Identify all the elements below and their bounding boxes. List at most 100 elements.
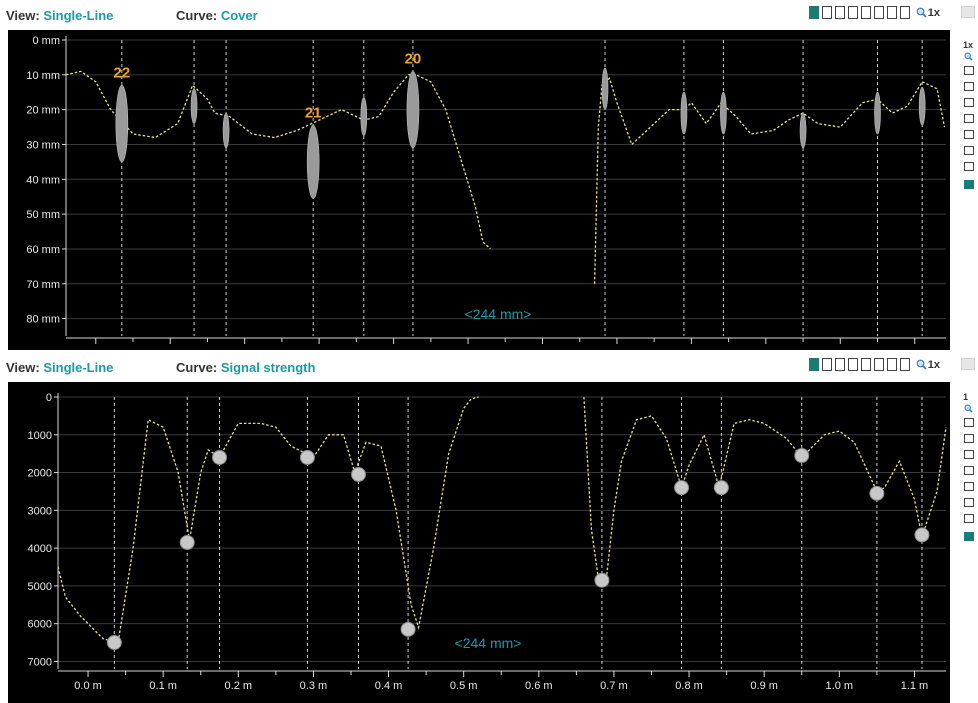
y-tick-label: 3000 xyxy=(28,505,52,517)
side-zoom-factor: 1 xyxy=(963,392,969,402)
y-tick-label: 2000 xyxy=(28,468,52,480)
rebar-marker xyxy=(406,71,420,149)
y-tick-label: 30 mm xyxy=(26,139,60,151)
zoom-level-box[interactable] xyxy=(899,6,910,19)
zoom-level-box[interactable] xyxy=(886,6,897,19)
curve-selector[interactable]: Curve: Signal strength xyxy=(176,360,315,375)
zoom-level-box[interactable] xyxy=(821,358,832,371)
data-curve xyxy=(583,396,947,584)
zoom-level-box[interactable] xyxy=(821,6,832,19)
zoom-factor: 1x xyxy=(927,6,940,19)
zoom-level-box[interactable] xyxy=(886,358,897,371)
rebar-marker xyxy=(360,97,368,137)
view-selector[interactable]: View: Single-Line xyxy=(6,8,113,23)
data-curve xyxy=(593,77,946,284)
side-zoom-box[interactable] xyxy=(964,450,974,459)
x-tick-label: 0.6 m xyxy=(525,680,553,692)
x-tick-label: 0.5 m xyxy=(450,680,478,692)
x-tick-label: 0.2 m xyxy=(225,680,253,692)
zoom-level-box[interactable] xyxy=(808,6,819,19)
side-zoom-box[interactable] xyxy=(964,418,974,427)
rebar-marker xyxy=(874,91,881,135)
x-tick-label: 0.9 m xyxy=(750,680,778,692)
side-zoom-box[interactable] xyxy=(964,434,974,443)
zoom-level-box[interactable] xyxy=(834,6,845,19)
cover-panel: View: Single-Line Curve: Cover 1x xyxy=(0,0,975,350)
zoom-level-box[interactable] xyxy=(834,358,845,371)
curve-label: Curve: xyxy=(176,360,218,375)
view-label: View: xyxy=(6,8,40,23)
data-point xyxy=(869,485,885,501)
rebar-marker xyxy=(918,86,926,126)
zoom-level-selector: 1x xyxy=(808,6,940,19)
zoom-level-box[interactable] xyxy=(860,358,871,371)
zoom-in-icon[interactable] xyxy=(964,52,973,61)
side-panel: 1 xyxy=(956,352,978,703)
side-zoom-box[interactable] xyxy=(964,114,974,123)
rebar-marker xyxy=(222,112,230,149)
y-tick-label: 10 mm xyxy=(26,70,60,82)
rebar-label: 22 xyxy=(113,64,130,81)
side-zoom-factor: 1x xyxy=(963,40,974,50)
side-zoom-box[interactable] xyxy=(964,498,974,507)
zoom-level-box[interactable] xyxy=(847,358,858,371)
rebar-marker xyxy=(115,84,129,163)
rebar-marker xyxy=(720,91,727,135)
zoom-button[interactable]: 1x xyxy=(916,359,940,371)
data-point xyxy=(713,480,729,496)
side-panel-toggle[interactable] xyxy=(961,358,975,370)
rebar-marker xyxy=(306,125,320,199)
x-tick-label: 0.1 m xyxy=(149,680,177,692)
data-point xyxy=(299,449,315,465)
curve-value: Cover xyxy=(220,8,258,23)
side-panel-toggle[interactable] xyxy=(961,6,975,18)
zoom-level-box[interactable] xyxy=(873,358,884,371)
y-tick-label: 20 mm xyxy=(26,105,60,117)
side-zoom-box[interactable] xyxy=(964,532,974,541)
y-tick-label: 4000 xyxy=(28,543,52,555)
signal-panel-header: View: Single-Line Curve: Signal strength… xyxy=(0,352,950,382)
side-zoom-box[interactable] xyxy=(964,180,974,189)
data-point xyxy=(212,449,228,465)
zoom-level-box[interactable] xyxy=(899,358,910,371)
curve-selector[interactable]: Curve: Cover xyxy=(176,8,258,23)
data-point xyxy=(674,480,690,496)
cover-chart-svg: 0 mm 10 mm 20 mm 30 mm 40 mm 50 mm 60 mm 70 mm 8… xyxy=(26,35,946,344)
zoom-level-box[interactable] xyxy=(847,6,858,19)
curve-value: Signal strength xyxy=(220,360,316,375)
rebar-marker xyxy=(601,67,609,110)
zoom-level-box[interactable] xyxy=(860,6,871,19)
side-zoom-box[interactable] xyxy=(964,130,974,139)
side-zoom-box[interactable] xyxy=(964,146,974,155)
y-tick-label: 40 mm xyxy=(26,174,60,186)
zoom-level-box[interactable] xyxy=(873,6,884,19)
cover-panel-header: View: Single-Line Curve: Cover 1x xyxy=(0,0,950,30)
zoom-level-box[interactable] xyxy=(808,358,819,371)
y-tick-label: 0 mm xyxy=(33,35,61,47)
side-zoom-box[interactable] xyxy=(964,162,974,171)
data-curve xyxy=(65,70,491,250)
x-tick-label: 1.0 m xyxy=(826,680,854,692)
y-tick-label: 0 xyxy=(46,392,52,404)
y-tick-label: 1000 xyxy=(28,430,52,442)
data-point xyxy=(914,527,930,543)
rebar-marker xyxy=(190,88,198,124)
zoom-button[interactable]: 1x xyxy=(916,7,940,19)
view-selector[interactable]: View: Single-Line xyxy=(6,360,113,375)
x-tick-label: 0.8 m xyxy=(675,680,703,692)
rebar-marker xyxy=(799,112,807,149)
zoom-in-icon[interactable] xyxy=(964,404,973,413)
distance-label: <244 mm> xyxy=(465,306,532,322)
side-zoom-box[interactable] xyxy=(964,66,974,75)
side-zoom-box[interactable] xyxy=(964,82,974,91)
side-zoom-box[interactable] xyxy=(964,98,974,107)
zoom-in-icon xyxy=(916,359,927,370)
x-tick-label: 0.3 m xyxy=(300,680,328,692)
distance-label: <244 mm> xyxy=(455,635,522,651)
rebar-label: 20 xyxy=(405,50,422,67)
side-zoom-box[interactable] xyxy=(964,466,974,475)
side-zoom-box[interactable] xyxy=(964,482,974,491)
side-zoom-box[interactable] xyxy=(964,514,974,523)
y-tick-label: 5000 xyxy=(28,581,52,593)
view-label: View: xyxy=(6,360,40,375)
